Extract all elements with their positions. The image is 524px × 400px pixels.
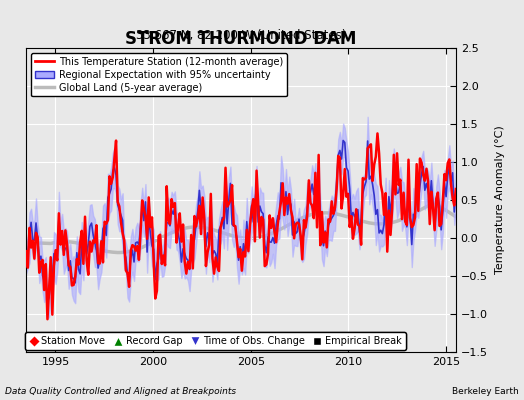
Text: Berkeley Earth: Berkeley Earth <box>452 387 519 396</box>
Text: 33.667 N, 82.200 W (United States): 33.667 N, 82.200 W (United States) <box>136 29 346 42</box>
Legend: Station Move, Record Gap, Time of Obs. Change, Empirical Break: Station Move, Record Gap, Time of Obs. C… <box>25 332 406 350</box>
Text: Data Quality Controlled and Aligned at Breakpoints: Data Quality Controlled and Aligned at B… <box>5 387 236 396</box>
Title: STROM THURMOND DAM: STROM THURMOND DAM <box>125 30 357 48</box>
Y-axis label: Temperature Anomaly (°C): Temperature Anomaly (°C) <box>495 126 505 274</box>
